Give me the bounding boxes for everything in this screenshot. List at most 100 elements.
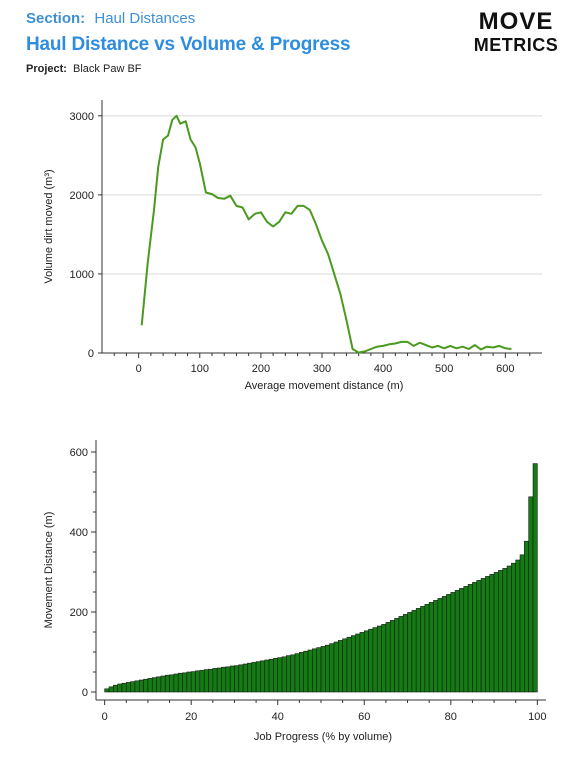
chart2-bar (411, 610, 417, 693)
chart2-bar (394, 618, 400, 693)
chart1-x-tick-label: 100 (191, 363, 209, 375)
chart2-bar (247, 662, 253, 693)
chart2-bar (117, 683, 123, 693)
chart2-bar (147, 678, 153, 693)
chart2-bar (502, 568, 508, 693)
chart2-bar (368, 628, 374, 693)
volume-vs-distance-chart: 0 1000 2000 3000 0 100 200 300 400 500 600 Average … (43, 100, 542, 392)
chart1-x-tick-label: 500 (435, 363, 453, 375)
chart2-bar (134, 680, 140, 693)
chart2-bar (402, 614, 408, 693)
chart2-bar (498, 570, 504, 693)
chart2-bar (363, 630, 369, 693)
chart1-x-tick-label: 600 (496, 363, 514, 375)
chart2-bar (260, 660, 266, 693)
chart2-bar (177, 672, 183, 693)
chart2-bar (255, 661, 261, 693)
chart2-bar (420, 606, 426, 693)
chart1-x-tick-label: 200 (252, 363, 270, 375)
chart2-bar (398, 616, 404, 693)
chart2-bar (156, 676, 162, 693)
chart2-bar (195, 670, 201, 693)
chart2-bar (519, 554, 525, 693)
chart1-x-tick-label: 0 (136, 363, 142, 375)
chart2-bar (186, 671, 192, 693)
chart2-bar (338, 640, 343, 693)
chart2-bar (476, 580, 482, 693)
chart2-bar (160, 675, 166, 693)
chart2-bar (208, 668, 214, 693)
chart1-x-tick-label: 300 (313, 363, 331, 375)
chart2-bar (268, 658, 274, 693)
chart2-bar (273, 658, 279, 693)
chart2-x-tick-label: 80 (445, 711, 457, 723)
chart2-bar (325, 644, 330, 693)
chart2-bar (407, 612, 413, 693)
chart2-bar (216, 667, 222, 693)
chart2-bar (333, 641, 339, 693)
chart2-bar (238, 664, 244, 693)
chart2-bar (532, 463, 538, 693)
chart2-x-tick-label: 20 (185, 711, 197, 723)
chart2-bar (489, 574, 495, 693)
chart2-bar (350, 635, 356, 693)
section-value: Haul Distances (94, 10, 196, 27)
chart2-bar (121, 682, 127, 693)
chart2-bar (199, 670, 205, 693)
chart2-bar (312, 648, 317, 693)
chart2-bar (441, 596, 447, 693)
chart2-bar (446, 594, 452, 693)
chart2-bar (385, 622, 391, 693)
chart2-bar (511, 562, 517, 693)
chart2-bar (281, 656, 287, 693)
chart2-bar (342, 638, 348, 693)
chart2-bar (151, 677, 157, 693)
chart1-series-line (140, 114, 512, 354)
chart2-bar (320, 646, 326, 693)
chart2-bar (108, 686, 114, 693)
chart2-bar (173, 673, 179, 693)
chart2-bar (138, 679, 144, 693)
chart2-bar (381, 624, 387, 693)
chart2-bar (415, 608, 421, 693)
chart2-bar (229, 665, 235, 693)
chart2-bar (467, 584, 473, 693)
chart1-y-tick-label: 1000 (70, 269, 94, 281)
chart2-bar (493, 572, 499, 693)
chart2-bar (277, 657, 283, 693)
chart1-y-tick-label: 0 (88, 348, 94, 360)
logo-line-1: MOVE (479, 8, 554, 35)
chart2-y-axis-label: Movement Distance (m) (43, 512, 55, 629)
chart2-bar (130, 681, 136, 693)
chart2-bar (528, 496, 534, 693)
chart2-bar (450, 592, 456, 693)
chart2-x-tick-label: 60 (358, 711, 370, 723)
chart2-bar (203, 669, 209, 693)
chart2-bar (104, 688, 110, 693)
chart2-bar (428, 602, 434, 693)
chart2-bar (169, 674, 175, 693)
chart2-bar (433, 600, 439, 693)
chart2-x-axis-label: Job Progress (% by volume) (254, 731, 392, 743)
chart2-bar (251, 662, 257, 693)
chart2-x-tick-label: 40 (272, 711, 284, 723)
chart2-bar (125, 682, 131, 693)
chart1-y-tick-label: 3000 (70, 111, 94, 123)
chart2-bar (307, 649, 313, 693)
chart2-x-tick-label: 100 (528, 711, 546, 723)
chart2-bar (346, 636, 352, 693)
chart2-bar (294, 653, 300, 693)
chart1-x-tick-label: 400 (374, 363, 392, 375)
chart2-bar (190, 671, 196, 693)
project-line: Project: Black Paw BF (26, 63, 142, 75)
chart2-bar (212, 668, 218, 693)
chart2-bar (524, 540, 529, 693)
chart2-bar (286, 655, 292, 693)
chart2-y-tick-label: 200 (70, 607, 88, 619)
chart2-bar (316, 647, 322, 693)
chart2-bar (234, 665, 240, 693)
logo-line-2: METRICS (474, 35, 559, 55)
chart2-bar (454, 590, 460, 693)
chart2-bar (463, 586, 469, 693)
